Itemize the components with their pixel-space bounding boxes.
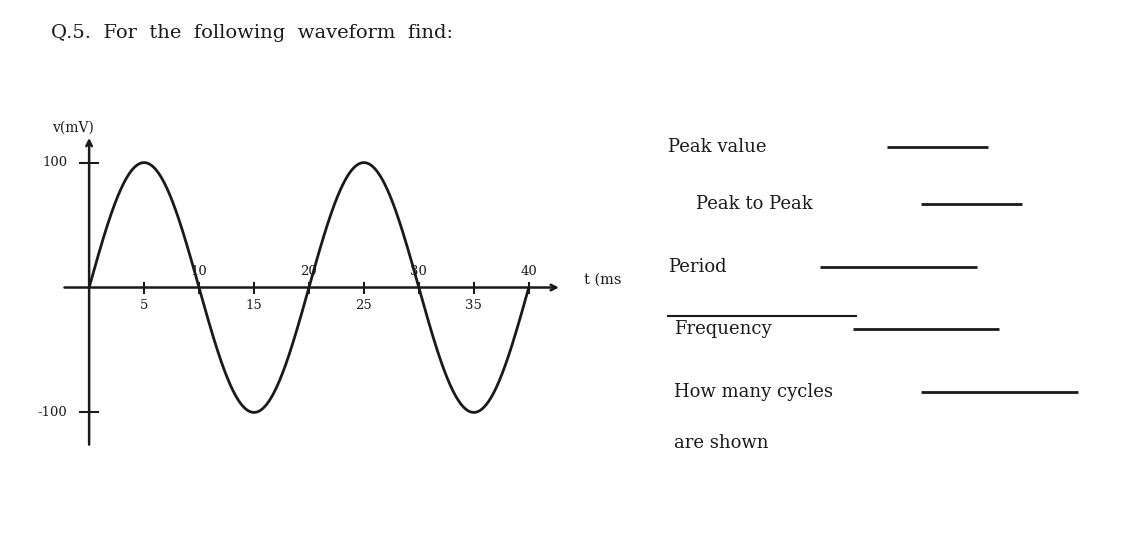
Text: 30: 30 <box>410 264 427 277</box>
Text: 20: 20 <box>301 264 318 277</box>
Text: 40: 40 <box>520 264 537 277</box>
Text: 100: 100 <box>42 156 67 169</box>
Text: Frequency: Frequency <box>674 320 772 338</box>
Text: v(mV): v(mV) <box>52 121 93 134</box>
Text: 25: 25 <box>356 299 373 312</box>
Text: Period: Period <box>668 257 727 276</box>
Text: 15: 15 <box>246 299 263 312</box>
Text: Q.5.  For  the  following  waveform  find:: Q.5. For the following waveform find: <box>51 24 453 42</box>
Text: t (ms: t (ms <box>584 273 621 287</box>
Text: How many cycles: How many cycles <box>674 382 833 401</box>
Text: 5: 5 <box>140 299 148 312</box>
Text: 10: 10 <box>191 264 208 277</box>
Text: are shown: are shown <box>674 434 768 453</box>
Text: Peak to Peak: Peak to Peak <box>696 195 813 213</box>
Text: 35: 35 <box>465 299 482 312</box>
Text: -100: -100 <box>37 406 67 419</box>
Text: Peak value: Peak value <box>668 138 767 156</box>
